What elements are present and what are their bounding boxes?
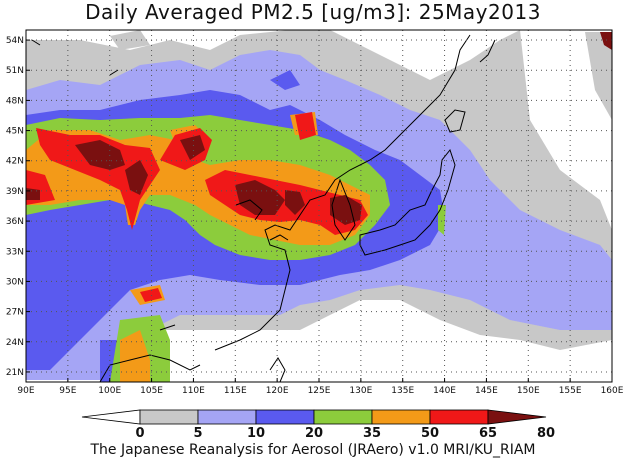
lat-tick-label: 51N xyxy=(6,66,24,76)
lat-tick-label: 42N xyxy=(6,157,24,167)
lon-tick-label: 135E xyxy=(391,386,414,396)
credit-text: The Japanese Reanalysis for Aerosol (JRA… xyxy=(90,442,536,458)
lon-tick-label: 145E xyxy=(475,386,498,396)
lon-tick-label: 125E xyxy=(308,386,331,396)
lon-tick-label: 160E xyxy=(601,386,624,396)
lat-tick-label: 21N xyxy=(6,368,24,378)
colorbar-swatch xyxy=(255,409,315,425)
lat-tick-label: 33N xyxy=(6,247,24,257)
lon-tick-label: 105E xyxy=(140,386,163,396)
contour-80-plus xyxy=(26,32,612,225)
lat-tick-label: 39N xyxy=(6,187,24,197)
lat-tick-label: 24N xyxy=(6,338,24,348)
colorbar-swatch xyxy=(371,409,431,425)
lon-tick-label: 110E xyxy=(182,386,205,396)
map-grid xyxy=(26,30,612,382)
map-title: Daily Averaged PM2.5 [ug/m3]: 25May2013 xyxy=(85,0,541,24)
colorbar-level-label: 50 xyxy=(421,426,439,441)
lon-tick-label: 120E xyxy=(266,386,289,396)
lon-tick-label: 150E xyxy=(517,386,540,396)
colorbar-level-label: 20 xyxy=(305,426,323,441)
lat-tick-label: 45N xyxy=(6,127,24,137)
colorbar: 0 5 10 20 35 50 65 80 xyxy=(81,409,555,441)
lon-tick-label: 155E xyxy=(559,386,582,396)
longitude-ticks: 90E 95E 100E 105E 110E 115E 120E 125E 130E 135E 14… xyxy=(17,378,624,396)
colorbar-swatch xyxy=(313,409,373,425)
colorbar-swatch xyxy=(139,409,199,425)
pm25-field xyxy=(26,30,612,382)
colorbar-level-label: 0 xyxy=(135,426,144,441)
latitude-ticks: 21N 24N 27N 30N 33N 36N 39N 42N 45N 48N 51N 54N xyxy=(6,36,30,378)
lat-tick-label: 48N xyxy=(6,96,24,106)
lon-tick-label: 130E xyxy=(349,386,372,396)
colorbar-swatch xyxy=(429,409,489,425)
colorbar-level-label: 10 xyxy=(247,426,265,441)
colorbar-level-label: 35 xyxy=(363,426,381,441)
colorbar-swatch xyxy=(81,409,141,425)
colorbar-level-label: 80 xyxy=(537,426,555,441)
lon-tick-label: 140E xyxy=(433,386,456,396)
colorbar-swatch xyxy=(197,409,257,425)
lon-tick-label: 90E xyxy=(17,386,34,396)
lat-tick-label: 54N xyxy=(6,36,24,46)
lon-tick-label: 95E xyxy=(59,386,76,396)
lon-tick-label: 115E xyxy=(224,386,247,396)
colorbar-level-label: 5 xyxy=(193,426,202,441)
lat-tick-label: 30N xyxy=(6,277,24,287)
colorbar-level-label: 65 xyxy=(479,426,497,441)
colorbar-swatch xyxy=(487,409,547,425)
lat-tick-label: 27N xyxy=(6,308,24,318)
lon-tick-label: 100E xyxy=(98,386,121,396)
lat-tick-label: 36N xyxy=(6,217,24,227)
